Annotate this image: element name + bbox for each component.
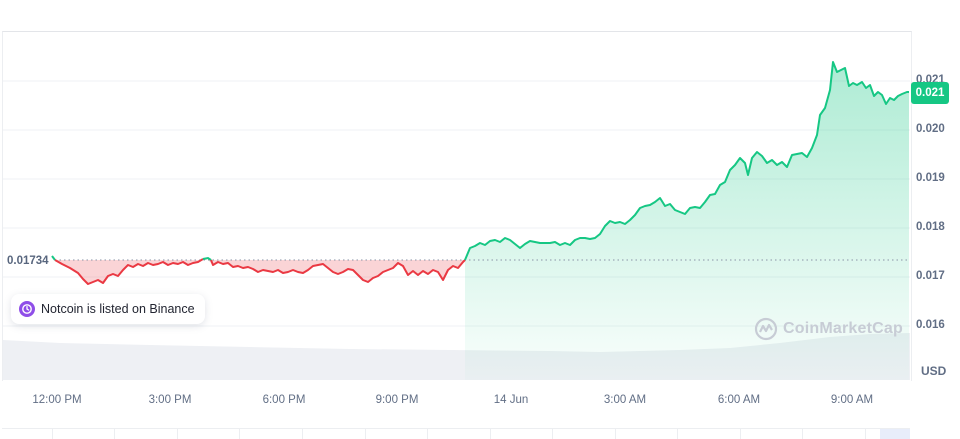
price-line-down xyxy=(54,258,204,285)
current-price-badge: 0.021 xyxy=(911,82,949,104)
watermark-text: CoinMarketCap xyxy=(783,320,903,337)
x-tick: 12:00 PM xyxy=(32,394,82,406)
y-tick: 0.017 xyxy=(916,270,945,282)
y-tick: 0.018 xyxy=(916,221,945,233)
grid-lines xyxy=(3,80,910,327)
event-annotation[interactable]: Notcoin is listed on Binance xyxy=(11,294,205,324)
x-tick: 3:00 PM xyxy=(148,394,192,406)
x-tick: 9:00 PM xyxy=(375,394,419,406)
currency-label: USD xyxy=(921,364,947,378)
price-line-up xyxy=(464,61,909,261)
event-label: Notcoin is listed on Binance xyxy=(41,302,195,316)
y-tick: 0.019 xyxy=(916,172,945,184)
x-tick: 6:00 PM xyxy=(262,394,306,406)
down-area xyxy=(55,259,465,284)
x-tick: 14 Jun xyxy=(493,394,529,406)
range-navigator[interactable] xyxy=(2,428,910,439)
range-selection-handle[interactable] xyxy=(880,429,910,439)
coinmarketcap-watermark: CoinMarketCap xyxy=(754,317,903,341)
x-tick: 6:00 AM xyxy=(717,394,761,406)
clock-history-icon xyxy=(19,301,35,317)
y-tick: 0.016 xyxy=(916,319,945,331)
chart-frame xyxy=(2,31,912,381)
x-tick: 9:00 AM xyxy=(830,394,874,406)
coinmarketcap-logo-icon xyxy=(754,317,778,341)
y-tick: 0.020 xyxy=(916,123,945,135)
x-tick: 3:00 AM xyxy=(603,394,647,406)
up-area xyxy=(465,62,909,380)
baseline-price-label: 0.01734 xyxy=(7,255,49,267)
